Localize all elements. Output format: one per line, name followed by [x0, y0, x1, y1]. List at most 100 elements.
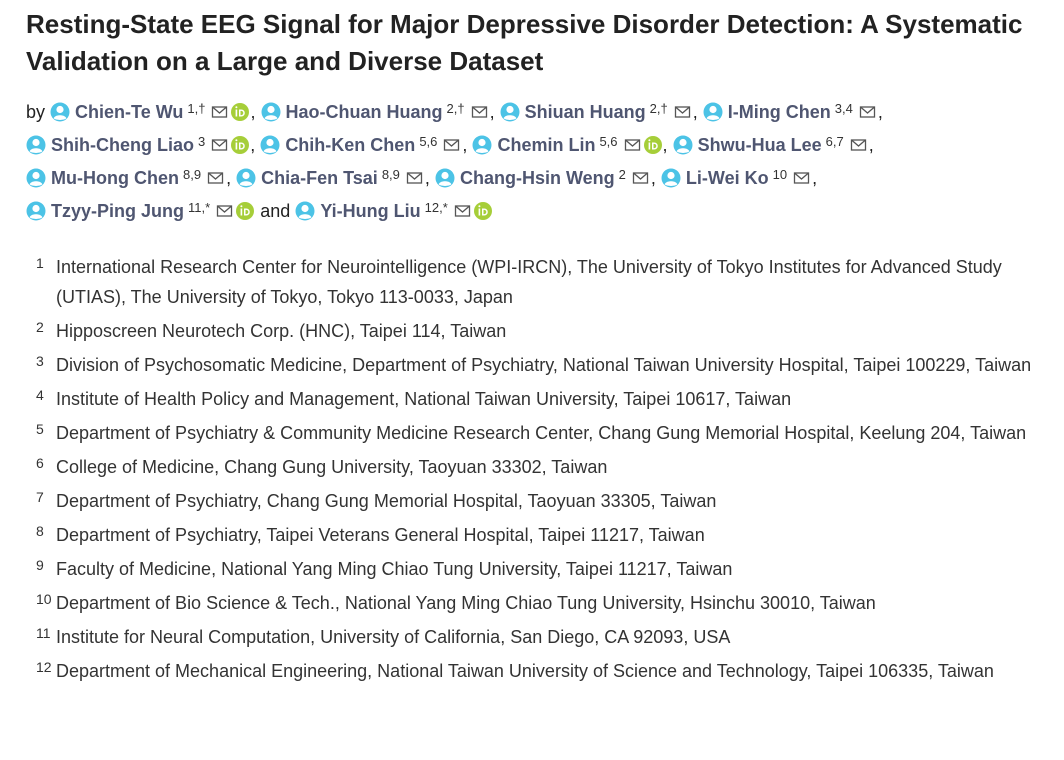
affiliation: 8 Department of Psychiatry, Taipei Vetera…	[36, 520, 1040, 550]
email-icon[interactable]	[215, 201, 235, 221]
email-icon[interactable]	[210, 135, 230, 155]
email-icon[interactable]	[631, 168, 651, 188]
separator: ,	[226, 168, 232, 188]
author-name[interactable]: Mu-Hong Chen	[51, 168, 179, 188]
author-profile-icon[interactable]	[261, 102, 281, 122]
author-affiliation-ref: 6,7	[825, 134, 844, 149]
affiliation-number: 7	[36, 489, 44, 505]
email-icon[interactable]	[453, 201, 473, 221]
author-profile-icon[interactable]	[703, 102, 723, 122]
author: Shih-Cheng Liao 3 ,	[26, 134, 255, 155]
affiliation-number: 12	[36, 659, 52, 675]
separator: ,	[662, 135, 668, 155]
author: Shwu-Hua Lee 6,7 ,	[673, 134, 874, 155]
affiliation: 2 Hipposcreen Neurotech Corp. (HNC), Taip…	[36, 316, 1040, 346]
author: Chemin Lin 5,6 ,	[472, 134, 668, 155]
author-profile-icon[interactable]	[500, 102, 520, 122]
affiliation-text: Department of Bio Science & Tech., Natio…	[56, 593, 876, 613]
author-affiliation-ref: 10	[772, 167, 788, 182]
affiliation-text: Institute for Neural Computation, Univer…	[56, 627, 731, 647]
author-name[interactable]: Tzyy-Ping Jung	[51, 201, 185, 221]
author-affiliation-ref: 8,9	[381, 167, 400, 182]
author: Chien-Te Wu 1,† ,	[50, 101, 255, 122]
affiliation-number: 5	[36, 421, 44, 437]
author-name[interactable]: Shiuan Huang	[524, 102, 646, 122]
affiliation-text: Division of Psychosomatic Medicine, Depa…	[56, 355, 1032, 375]
affiliation-number: 8	[36, 523, 44, 539]
author-profile-icon[interactable]	[50, 102, 70, 122]
author-affiliation-ref: 2,†	[649, 101, 668, 116]
author: Chih-Ken Chen 5,6 ,	[260, 134, 467, 155]
article-header: Resting-State EEG Signal for Major Depre…	[26, 9, 1040, 681]
author-profile-icon[interactable]	[295, 201, 315, 221]
author-profile-icon[interactable]	[26, 201, 46, 221]
affiliation-number: 4	[36, 387, 44, 403]
author-affiliation-ref: 5,6	[599, 134, 618, 149]
orcid-icon[interactable]	[643, 135, 663, 155]
affiliation: 1 International Research Center for Neuro…	[36, 252, 1040, 312]
author: I-Ming Chen 3,4 ,	[703, 101, 883, 122]
author-affiliation-ref: 3,4	[834, 101, 853, 116]
author-profile-icon[interactable]	[673, 135, 693, 155]
author-profile-icon[interactable]	[260, 135, 280, 155]
separator: ,	[692, 102, 698, 122]
author-profile-icon[interactable]	[472, 135, 492, 155]
author-name[interactable]: Chien-Te Wu	[75, 102, 184, 122]
orcid-icon[interactable]	[235, 201, 255, 221]
email-icon[interactable]	[405, 168, 425, 188]
orcid-icon[interactable]	[473, 201, 493, 221]
author-profile-icon[interactable]	[236, 168, 256, 188]
email-icon[interactable]	[792, 168, 812, 188]
author-affiliation-ref: 2,†	[446, 101, 465, 116]
affiliation-text: Department of Psychiatry, Taipei Veteran…	[56, 525, 705, 545]
author-profile-icon[interactable]	[26, 135, 46, 155]
author-profile-icon[interactable]	[26, 168, 46, 188]
email-icon[interactable]	[442, 135, 462, 155]
author-name[interactable]: I-Ming Chen	[727, 102, 831, 122]
email-icon[interactable]	[470, 102, 490, 122]
author-profile-icon[interactable]	[435, 168, 455, 188]
email-icon[interactable]	[623, 135, 643, 155]
email-icon[interactable]	[849, 135, 869, 155]
affiliation-text: Faculty of Medicine, National Yang Ming …	[56, 559, 733, 579]
author-profile-icon[interactable]	[661, 168, 681, 188]
separator: ,	[489, 102, 495, 122]
author-name[interactable]: Chemin Lin	[497, 135, 596, 155]
and-label: and	[260, 201, 291, 221]
separator: ,	[650, 168, 656, 188]
email-icon[interactable]	[210, 102, 230, 122]
by-label: by	[26, 102, 46, 122]
author-name[interactable]: Yi-Hung Liu	[320, 201, 421, 221]
affiliation: 9 Faculty of Medicine, National Yang Ming…	[36, 554, 1040, 584]
author-name[interactable]: Li-Wei Ko	[685, 168, 769, 188]
email-icon[interactable]	[206, 168, 226, 188]
author-name[interactable]: Chih-Ken Chen	[285, 135, 416, 155]
author-name[interactable]: Chia-Fen Tsai	[261, 168, 378, 188]
article-title: Resting-State EEG Signal for Major Depre…	[26, 9, 1023, 76]
affiliation-text: Hipposcreen Neurotech Corp. (HNC), Taipe…	[56, 321, 507, 341]
affiliation-number: 1	[36, 255, 44, 271]
email-icon[interactable]	[673, 102, 693, 122]
affiliation-text: Department of Psychiatry & Community Med…	[56, 423, 1027, 443]
affiliation: 6 College of Medicine, Chang Gung Univers…	[36, 452, 1040, 482]
author-name[interactable]: Shih-Cheng Liao	[51, 135, 195, 155]
author: Tzyy-Ping Jung 11,*	[26, 200, 255, 221]
affiliation-number: 3	[36, 353, 44, 369]
author-name[interactable]: Shwu-Hua Lee	[697, 135, 822, 155]
author: Li-Wei Ko 10 ,	[661, 167, 818, 188]
affiliation: 4 Institute of Health Policy and Manageme…	[36, 384, 1040, 414]
author-name[interactable]: Hao-Chuan Huang	[285, 102, 443, 122]
author-affiliation-ref: 2	[618, 167, 626, 182]
affiliation-text: International Research Center for Neuroi…	[56, 257, 1002, 307]
orcid-icon[interactable]	[230, 102, 250, 122]
affiliation: 3 Division of Psychosomatic Medicine, Dep…	[36, 350, 1040, 380]
affiliation: 11 Institute for Neural Computation, Univ…	[36, 622, 1040, 652]
affiliation-text: College of Medicine, Chang Gung Universi…	[56, 457, 608, 477]
separator: ,	[812, 168, 818, 188]
author: Yi-Hung Liu 12,*	[295, 200, 493, 221]
email-icon[interactable]	[858, 102, 878, 122]
orcid-icon[interactable]	[230, 135, 250, 155]
author-name[interactable]: Chang-Hsin Weng	[459, 168, 615, 188]
affiliation-number: 10	[36, 591, 52, 607]
author-affiliation-ref: 1,†	[187, 101, 206, 116]
